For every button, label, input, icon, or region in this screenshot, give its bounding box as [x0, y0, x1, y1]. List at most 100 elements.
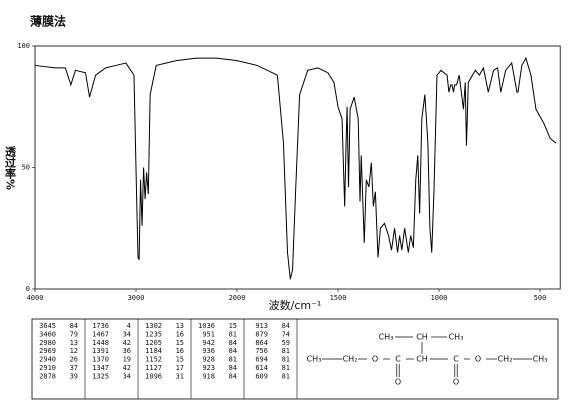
peak-transmittance: 84 [229, 364, 237, 372]
peak-wavenumber: 936 [202, 347, 215, 355]
peak-transmittance: 31 [176, 372, 184, 380]
peak-transmittance: 13 [70, 339, 78, 347]
peak-wavenumber: 1127 [145, 364, 162, 372]
peak-wavenumber: 1096 [145, 372, 162, 380]
peak-wavenumber: 2980 [39, 339, 56, 347]
x-tick-label: 500 [534, 294, 547, 302]
peak-transmittance: 81 [282, 356, 290, 364]
atom: CH₃ [307, 355, 322, 364]
peak-transmittance: 81 [282, 364, 290, 372]
atom: CH [416, 355, 428, 364]
atom: CH₃ [449, 333, 464, 342]
x-tick-label: 4000 [27, 294, 44, 302]
peak-transmittance: 16 [176, 330, 184, 338]
peak-transmittance: 15 [176, 356, 184, 364]
peak-transmittance: 42 [123, 339, 131, 347]
peak-transmittance: 84 [282, 322, 290, 330]
peak-wavenumber: 2878 [39, 372, 56, 380]
atom: O [475, 355, 481, 364]
atom: CH₂ [498, 355, 513, 364]
table-frame [31, 318, 559, 400]
atom: C [453, 355, 459, 364]
peak-wavenumber: 1347 [92, 364, 109, 372]
peak-wavenumber: 609 [255, 372, 268, 380]
peak-transmittance: 13 [176, 322, 184, 330]
peak-wavenumber: 923 [202, 364, 215, 372]
peak-transmittance: 4 [127, 322, 131, 330]
peak-transmittance: 37 [70, 364, 78, 372]
peak-wavenumber: 1036 [198, 322, 215, 330]
peak-wavenumber: 1152 [145, 356, 162, 364]
peak-wavenumber: 913 [255, 322, 268, 330]
peak-wavenumber: 2910 [39, 364, 56, 372]
peak-transmittance: 34 [123, 372, 131, 380]
x-tick-label: 1000 [431, 294, 448, 302]
peak-wavenumber: 3645 [39, 322, 56, 330]
peak-transmittance: 81 [282, 372, 290, 380]
peak-wavenumber: 1325 [92, 372, 109, 380]
y-axis-label: 透过率% [4, 146, 17, 190]
peak-wavenumber: 2969 [39, 347, 56, 355]
peak-transmittance: 84 [229, 372, 237, 380]
x-axis-label: 波数/cm⁻¹ [269, 299, 322, 312]
page-title: 薄膜法 [30, 14, 66, 29]
peak-wavenumber: 879 [255, 330, 268, 338]
peak-wavenumber: 918 [202, 372, 215, 380]
peak-wavenumber: 1205 [145, 339, 162, 347]
peak-wavenumber: 928 [202, 356, 215, 364]
peak-wavenumber: 1448 [92, 339, 109, 347]
y-tick-label: 100 [17, 42, 30, 50]
peak-wavenumber: 951 [202, 330, 215, 338]
peak-transmittance: 26 [70, 356, 78, 364]
atom: CH₃ [379, 333, 394, 342]
peak-transmittance: 84 [229, 339, 237, 347]
peak-wavenumber: 1235 [145, 330, 162, 338]
peak-transmittance: 59 [282, 339, 290, 347]
peak-transmittance: 15 [229, 322, 237, 330]
x-tick-label: 2000 [229, 294, 246, 302]
atom: O [453, 378, 459, 387]
peak-transmittance: 84 [229, 347, 237, 355]
atom: CH [416, 333, 428, 342]
atom: CH₃ [533, 355, 548, 364]
atom: O [395, 378, 401, 387]
peak-transmittance: 16 [176, 347, 184, 355]
peak-wavenumber: 1736 [92, 322, 109, 330]
x-tick-label: 1500 [330, 294, 347, 302]
peak-transmittance: 15 [176, 339, 184, 347]
peak-transmittance: 74 [282, 330, 290, 338]
peak-wavenumber: 1467 [92, 330, 109, 338]
peak-wavenumber: 1184 [145, 347, 162, 355]
peak-transmittance: 81 [229, 356, 237, 364]
peak-transmittance: 84 [70, 322, 78, 330]
peak-wavenumber: 942 [202, 339, 215, 347]
peak-wavenumber: 1302 [145, 322, 162, 330]
peak-transmittance: 12 [70, 347, 78, 355]
peak-transmittance: 79 [70, 330, 78, 338]
x-tick-label: 3000 [128, 294, 145, 302]
y-tick-label: 50 [22, 164, 30, 172]
peak-transmittance: 81 [229, 330, 237, 338]
atom: O [372, 355, 378, 364]
plot-frame [34, 45, 561, 290]
peak-wavenumber: 756 [255, 347, 268, 355]
peak-wavenumber: 1370 [92, 356, 109, 364]
peak-transmittance: 39 [70, 372, 78, 380]
peak-transmittance: 34 [123, 330, 131, 338]
peak-wavenumber: 3460 [39, 330, 56, 338]
peak-transmittance: 17 [176, 364, 184, 372]
peak-transmittance: 36 [123, 347, 131, 355]
atom: C [395, 355, 401, 364]
peak-wavenumber: 864 [255, 339, 268, 347]
peak-transmittance: 19 [123, 356, 131, 364]
peak-transmittance: 42 [123, 364, 131, 372]
y-tick-label: 0 [26, 285, 30, 293]
peak-wavenumber: 694 [255, 356, 268, 364]
peak-wavenumber: 2940 [39, 356, 56, 364]
peak-transmittance: 81 [282, 347, 290, 355]
peak-wavenumber: 1391 [92, 347, 109, 355]
peak-wavenumber: 614 [255, 364, 268, 372]
atom: CH₂ [343, 355, 358, 364]
spectrum-line [34, 56, 557, 280]
